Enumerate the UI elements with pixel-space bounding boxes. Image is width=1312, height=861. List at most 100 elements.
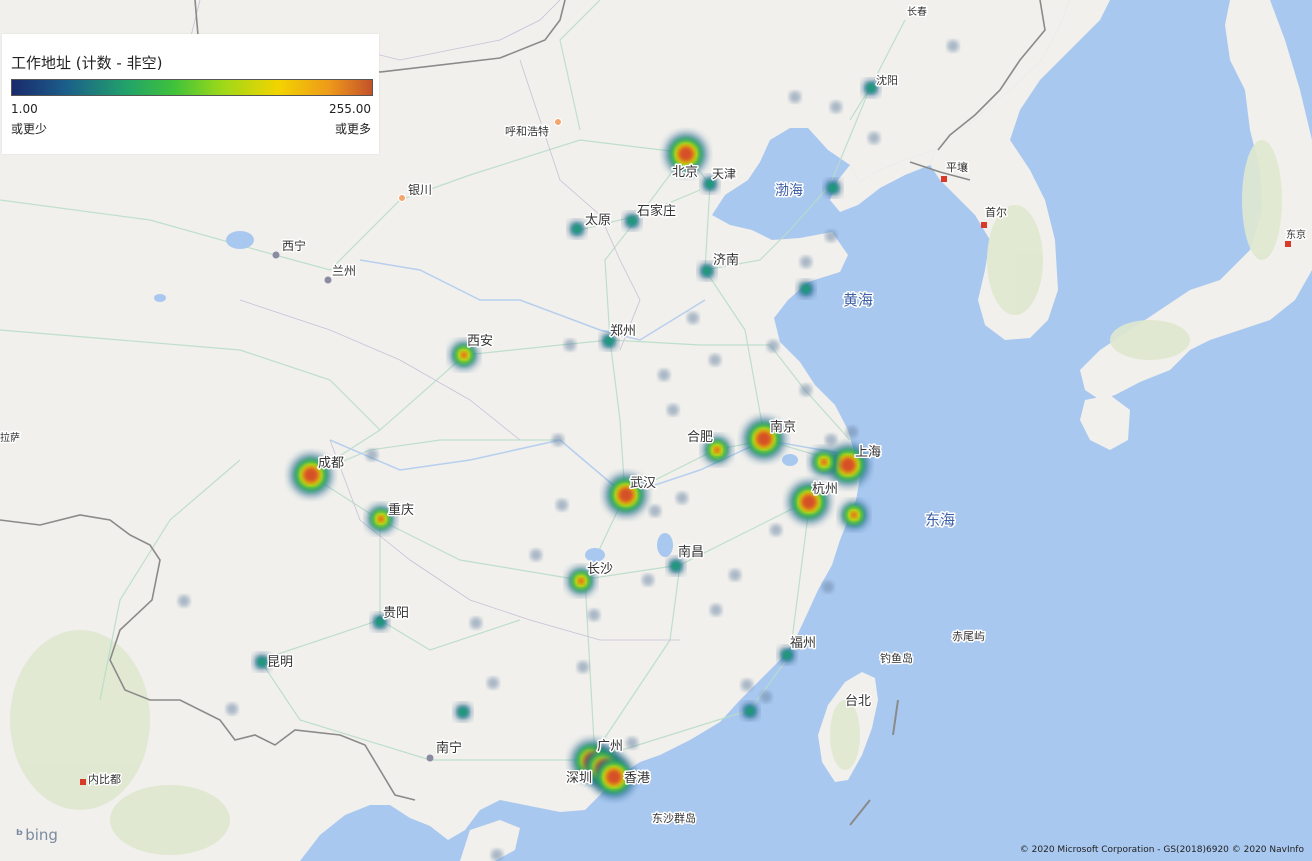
city-label: 武汉	[630, 476, 656, 491]
legend-min-caption: 或更少	[11, 122, 48, 136]
heat-point-faint	[226, 703, 238, 715]
heat-point-faint	[868, 132, 880, 144]
heat-point	[701, 175, 719, 193]
heat-point	[604, 473, 648, 517]
heat-point-faint	[178, 595, 190, 607]
vegetation-patches	[10, 140, 1282, 855]
city-label: 黄海	[843, 291, 873, 309]
city-label: 天津	[712, 167, 736, 181]
legend-title: 工作地址 (计数 - 非空)	[11, 54, 163, 72]
heat-point	[839, 500, 869, 530]
legend-max-value: 255.00	[329, 102, 371, 116]
heat-point	[742, 417, 786, 461]
heat-point-faint	[800, 384, 812, 396]
city-label: 上海	[855, 445, 881, 460]
heat-point	[741, 702, 759, 720]
city-label: 石家庄	[637, 203, 676, 219]
city-label: 香港	[624, 771, 650, 786]
city-label: 北京	[672, 165, 698, 180]
heat-point	[600, 332, 618, 350]
city-label: 成都	[318, 456, 344, 471]
city-label: 呼和浩特	[505, 124, 549, 138]
land-korea	[930, 0, 1110, 340]
city-label: 重庆	[388, 502, 414, 518]
heat-point-faint	[556, 499, 568, 511]
city-label: 拉萨	[0, 431, 20, 444]
city-label: 平壤	[946, 160, 968, 174]
heat-point-faint	[366, 449, 378, 461]
lakes	[154, 231, 798, 562]
legend-max-caption: 或更多	[334, 122, 371, 136]
heat-point	[253, 653, 271, 671]
copyright-notice: © 2020 Microsoft Corporation - GS(2018)6…	[1019, 845, 1304, 855]
land-mainland	[0, 0, 1070, 861]
heat-point	[778, 646, 796, 664]
city-label: 济南	[713, 252, 739, 268]
city-label: 台北	[845, 694, 871, 709]
heat-point-faint	[825, 434, 837, 446]
city-label: 福州	[790, 636, 816, 651]
bing-logo[interactable]: ᵇ bing	[16, 826, 58, 844]
heat-point-faint	[577, 661, 589, 673]
heat-point-faint	[770, 524, 782, 536]
heat-point	[809, 447, 839, 477]
land-liaodong	[830, 150, 935, 212]
city-label: 南京	[770, 419, 796, 435]
heat-point-faint	[767, 340, 779, 352]
city-label: 合肥	[687, 430, 713, 445]
city-label: 渤海	[775, 183, 803, 199]
heat-point-faint	[642, 574, 654, 586]
city-label: 杭州	[812, 482, 838, 497]
heat-point-faint	[822, 581, 834, 593]
city-label: 赤尾屿	[952, 630, 985, 643]
city-label: 银川	[408, 183, 432, 197]
city-label: 广州	[597, 739, 623, 754]
heat-point-faint	[676, 492, 688, 504]
heat-point	[289, 453, 333, 497]
heat-point	[566, 566, 596, 596]
heat-point-faint	[709, 354, 721, 366]
city-label: 首尔	[985, 205, 1007, 219]
legend-min-value: 1.00	[11, 102, 38, 116]
city-label: 太原	[585, 213, 611, 228]
heatmap-layer	[178, 40, 959, 861]
heat-point	[366, 504, 396, 534]
heat-point-faint	[846, 426, 858, 438]
city-label: 南昌	[678, 544, 704, 560]
city-label: 东沙群岛	[652, 811, 696, 825]
city-label: 西安	[467, 334, 493, 349]
heat-point-faint	[667, 404, 679, 416]
legend-color-scale	[11, 79, 373, 96]
city-label: 贵阳	[383, 606, 409, 621]
heat-point-faint	[947, 40, 959, 52]
heat-point-faint	[491, 849, 503, 861]
heat-point-faint	[741, 679, 753, 691]
heat-point	[667, 557, 685, 575]
heat-point	[702, 435, 732, 465]
heat-point-faint	[710, 604, 722, 616]
heat-point-faint	[789, 91, 801, 103]
land-japan	[1080, 0, 1312, 400]
city-label: 东京	[1286, 228, 1306, 241]
heat-point	[664, 132, 708, 176]
heat-point	[568, 220, 586, 238]
heat-point-faint	[470, 617, 482, 629]
heat-point-faint	[530, 549, 542, 561]
city-label: 西宁	[282, 238, 306, 253]
land-hainan	[460, 820, 520, 861]
maritime-dashes	[849, 699, 899, 826]
heat-point	[787, 480, 831, 524]
land-kyushu	[1080, 395, 1130, 450]
heat-point-faint	[588, 609, 600, 621]
heat-point-faint	[626, 737, 638, 749]
city-label: 南宁	[436, 740, 462, 756]
heat-point	[454, 703, 472, 721]
heat-point-faint	[729, 569, 741, 581]
city-label: 长春	[907, 6, 927, 18]
heat-point-faint	[649, 505, 661, 517]
heat-point	[449, 340, 479, 370]
heat-point-faint	[760, 691, 772, 703]
heat-point	[592, 755, 636, 799]
